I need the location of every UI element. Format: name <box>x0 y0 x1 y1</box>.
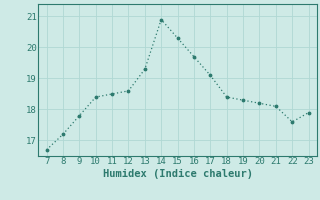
X-axis label: Humidex (Indice chaleur): Humidex (Indice chaleur) <box>103 169 252 179</box>
